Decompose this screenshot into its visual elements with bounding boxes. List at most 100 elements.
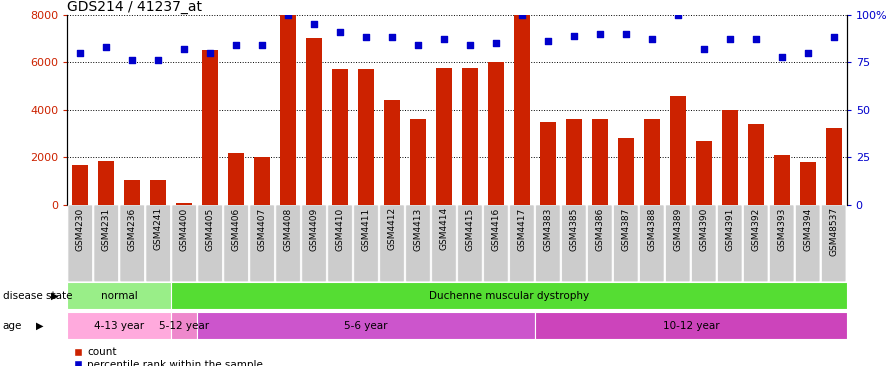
Bar	[410, 119, 426, 205]
Bar	[618, 138, 633, 205]
Bar	[332, 69, 348, 205]
FancyBboxPatch shape	[458, 205, 482, 282]
Bar	[73, 165, 88, 205]
Point	[592, 31, 607, 37]
Bar	[384, 100, 400, 205]
Text: GSM4406: GSM4406	[231, 207, 241, 250]
Point	[99, 44, 113, 50]
Point	[514, 12, 529, 18]
Text: GSM4408: GSM4408	[283, 207, 293, 250]
Bar	[177, 203, 192, 205]
Point	[125, 57, 140, 63]
FancyBboxPatch shape	[146, 205, 170, 282]
Text: GSM4400: GSM4400	[179, 207, 189, 250]
Bar	[67, 312, 171, 339]
FancyBboxPatch shape	[94, 205, 118, 282]
FancyBboxPatch shape	[68, 205, 92, 282]
Text: 5-12 year: 5-12 year	[159, 321, 209, 330]
Text: GSM4415: GSM4415	[465, 207, 475, 250]
Text: GSM4414: GSM4414	[439, 207, 449, 250]
Point	[177, 46, 191, 52]
FancyBboxPatch shape	[380, 205, 404, 282]
Bar	[514, 15, 530, 205]
Bar	[202, 50, 218, 205]
Text: Duchenne muscular dystrophy: Duchenne muscular dystrophy	[429, 291, 589, 300]
Bar	[535, 312, 847, 339]
FancyBboxPatch shape	[692, 205, 716, 282]
Text: GSM4416: GSM4416	[491, 207, 501, 250]
Bar	[171, 312, 197, 339]
FancyBboxPatch shape	[406, 205, 430, 282]
Point	[306, 21, 321, 27]
FancyBboxPatch shape	[640, 205, 664, 282]
Text: GSM4390: GSM4390	[699, 207, 709, 251]
FancyBboxPatch shape	[432, 205, 456, 282]
FancyBboxPatch shape	[562, 205, 586, 282]
Text: GSM4230: GSM4230	[75, 207, 85, 250]
Bar	[99, 161, 114, 205]
Text: GSM4236: GSM4236	[127, 207, 137, 250]
Bar	[280, 15, 296, 205]
Point	[696, 46, 711, 52]
Text: GSM4231: GSM4231	[101, 207, 111, 250]
Point	[722, 37, 737, 42]
FancyBboxPatch shape	[718, 205, 742, 282]
Bar	[566, 119, 582, 205]
Text: 5-6 year: 5-6 year	[344, 321, 388, 330]
Point	[73, 50, 88, 56]
FancyBboxPatch shape	[744, 205, 768, 282]
FancyBboxPatch shape	[328, 205, 352, 282]
Point	[540, 38, 555, 44]
Bar	[125, 180, 140, 205]
Bar	[254, 157, 270, 205]
Point	[332, 29, 347, 35]
FancyBboxPatch shape	[822, 205, 846, 282]
Text: GDS214 / 41237_at: GDS214 / 41237_at	[67, 0, 202, 14]
Point	[644, 37, 659, 42]
Bar	[171, 282, 847, 309]
Bar	[228, 153, 244, 205]
FancyBboxPatch shape	[250, 205, 274, 282]
Bar	[696, 141, 711, 205]
FancyBboxPatch shape	[614, 205, 638, 282]
FancyBboxPatch shape	[666, 205, 690, 282]
Text: ▶: ▶	[51, 291, 58, 301]
Point	[566, 33, 581, 38]
Text: GSM4407: GSM4407	[257, 207, 267, 250]
Text: GSM48537: GSM48537	[829, 207, 839, 257]
Legend: count, percentile rank within the sample: count, percentile rank within the sample	[73, 347, 263, 366]
Point	[358, 34, 373, 40]
Point	[488, 40, 503, 46]
Text: 4-13 year: 4-13 year	[94, 321, 144, 330]
Bar	[67, 282, 171, 309]
FancyBboxPatch shape	[770, 205, 794, 282]
FancyBboxPatch shape	[588, 205, 612, 282]
Point	[462, 42, 477, 48]
Bar	[151, 180, 166, 205]
Point	[228, 42, 243, 48]
Text: GSM4391: GSM4391	[725, 207, 735, 251]
Bar	[306, 38, 322, 205]
Text: GSM4410: GSM4410	[335, 207, 345, 250]
Text: GSM4413: GSM4413	[413, 207, 423, 250]
Bar	[358, 69, 374, 205]
Text: age: age	[3, 321, 22, 331]
FancyBboxPatch shape	[198, 205, 222, 282]
FancyBboxPatch shape	[302, 205, 326, 282]
Text: GSM4392: GSM4392	[751, 207, 761, 250]
Bar	[540, 122, 556, 205]
Text: GSM4405: GSM4405	[205, 207, 215, 250]
Text: 10-12 year: 10-12 year	[662, 321, 719, 330]
Text: GSM4388: GSM4388	[647, 207, 657, 251]
FancyBboxPatch shape	[172, 205, 196, 282]
Bar	[826, 128, 841, 205]
Point	[618, 31, 633, 37]
Text: GSM4412: GSM4412	[387, 207, 397, 250]
Text: GSM4417: GSM4417	[517, 207, 527, 250]
Bar	[748, 124, 763, 205]
Point	[826, 34, 840, 40]
Text: GSM4387: GSM4387	[621, 207, 631, 251]
FancyBboxPatch shape	[224, 205, 248, 282]
Text: normal: normal	[100, 291, 138, 300]
Bar	[436, 68, 452, 205]
